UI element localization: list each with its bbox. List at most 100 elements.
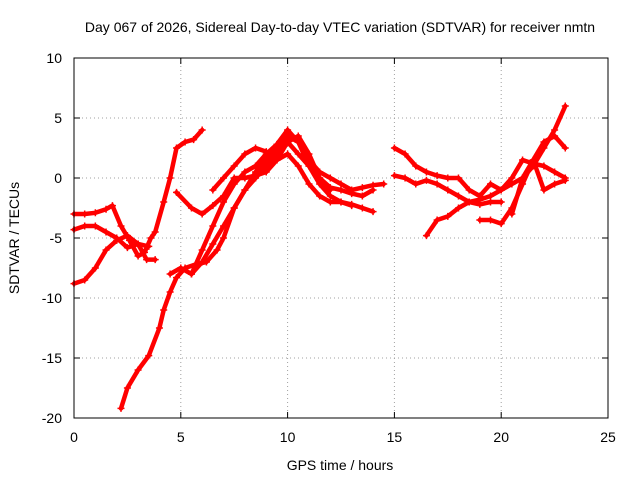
data-point [476,196,484,204]
series-track-13 [508,156,569,218]
data-point [294,162,302,170]
data-point [444,174,452,182]
data-point [187,204,195,212]
x-tick-label: 5 [177,429,185,445]
data-point [326,184,334,192]
data-point [181,138,189,146]
y-tick-label: -10 [42,290,62,306]
data-point [134,366,142,374]
data-point [358,184,366,192]
data-point [412,180,420,188]
data-point [91,222,99,230]
data-point [117,404,125,412]
data-point [305,162,313,170]
data-point [230,180,238,188]
data-point [252,162,260,170]
data-point [540,162,548,170]
data-point [209,202,217,210]
data-point [166,270,174,278]
data-point [433,180,441,188]
data-point [151,228,159,236]
y-tick-label: -15 [42,350,62,366]
data-point [220,234,228,242]
data-point [91,264,99,272]
y-tick-label: -20 [42,410,62,426]
data-point [81,276,89,284]
data-point [147,234,155,242]
y-tick-label: 5 [54,110,62,126]
data-point [241,186,249,194]
data-point [540,186,548,194]
data-point [326,198,334,206]
series-track-3 [70,232,159,288]
data-point [145,352,153,360]
data-point [380,180,388,188]
x-axis-label: GPS time / hours [287,457,394,473]
data-point [252,168,260,176]
x-tick-label: 20 [493,429,509,445]
data-point [433,172,441,180]
data-point [213,246,221,254]
y-tick-label: 10 [46,50,62,66]
data-point [337,198,345,206]
data-point [273,156,281,164]
data-point [529,156,537,164]
data-point [433,216,441,224]
data-point [220,198,228,206]
x-tick-label: 25 [600,429,616,445]
data-point [337,186,345,194]
series-line [424,103,568,238]
data-point [108,202,116,210]
data-point [241,150,249,158]
data-point [177,264,185,272]
data-point [102,205,110,213]
data-point [81,222,89,230]
series-line [118,139,333,411]
data-point [551,126,559,134]
data-point [284,150,292,158]
data-point [369,181,377,189]
data-point [190,136,198,144]
data-point [551,180,559,188]
data-point [81,210,89,218]
data-point [220,222,228,230]
data-point [422,176,430,184]
data-series [70,102,569,412]
data-point [143,256,151,264]
data-point [151,256,159,264]
data-point [294,150,302,158]
data-point [160,306,168,314]
data-point [348,202,356,210]
data-point [444,186,452,194]
data-point [508,174,516,182]
data-point [252,144,260,152]
y-tick-label: -5 [50,230,63,246]
data-point [198,258,206,266]
data-point [220,174,228,182]
data-point [551,168,559,176]
data-point [123,384,131,392]
data-point [155,324,163,332]
y-tick-label: 0 [54,170,62,186]
data-point [561,176,569,184]
x-tick-label: 10 [280,429,296,445]
data-point [123,232,131,240]
data-point [209,186,217,194]
series-line [71,127,205,259]
data-point [497,198,505,206]
data-point [476,216,484,224]
data-point [166,288,174,296]
data-point [123,244,131,252]
data-point [444,212,452,220]
data-point [422,232,430,240]
data-point [561,102,569,110]
data-point [540,138,548,146]
data-point [358,204,366,212]
data-point [230,174,238,182]
data-point [305,180,313,188]
data-point [294,138,302,146]
data-point [230,204,238,212]
data-point [209,240,217,248]
data-point [348,186,356,194]
series-track-1 [70,126,206,260]
